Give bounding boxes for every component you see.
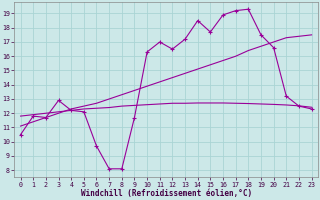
X-axis label: Windchill (Refroidissement éolien,°C): Windchill (Refroidissement éolien,°C)	[81, 189, 252, 198]
